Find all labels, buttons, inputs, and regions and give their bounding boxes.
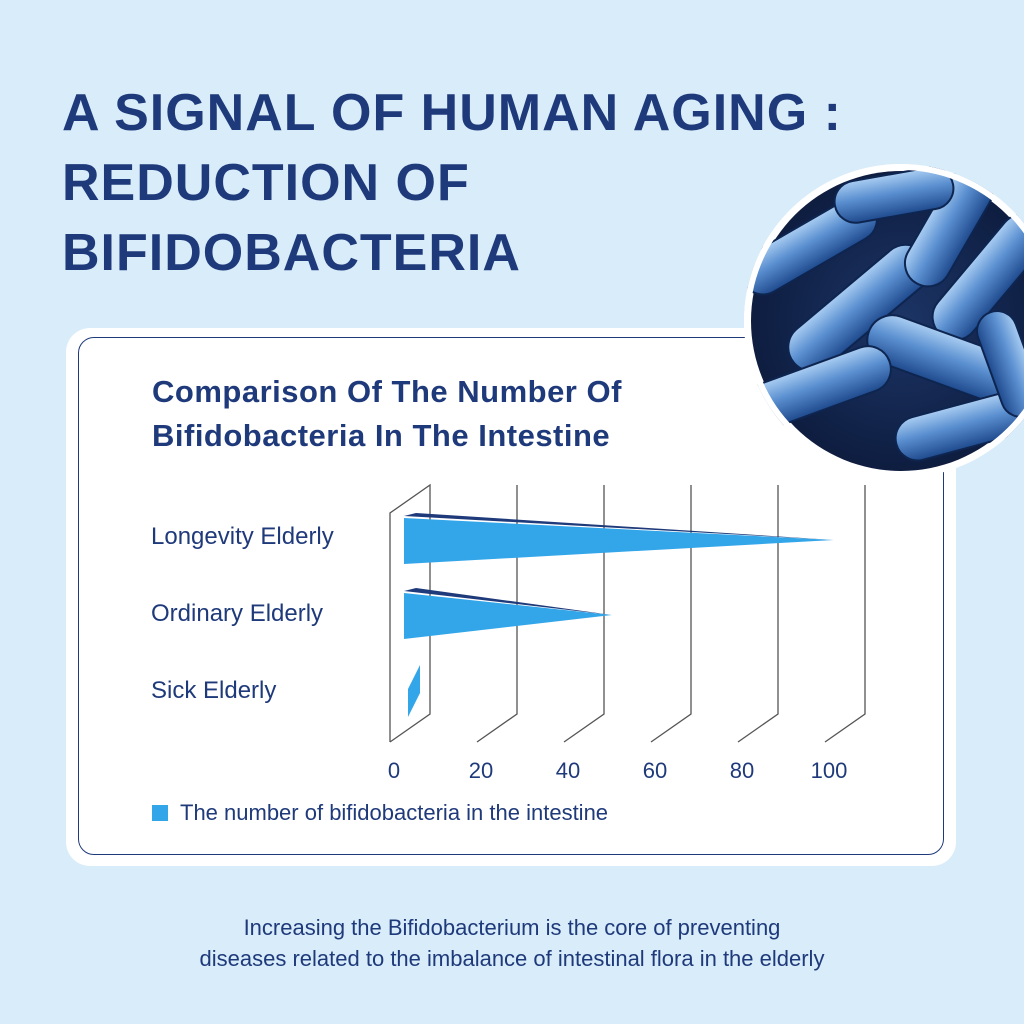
x-tick-label: 100 bbox=[810, 758, 848, 783]
x-tick-label: 40 bbox=[555, 758, 581, 783]
gridline bbox=[737, 485, 779, 743]
category-label-longevity: Longevity Elderly bbox=[151, 523, 334, 550]
category-label-sick: Sick Elderly bbox=[151, 677, 277, 704]
bacteria-photo bbox=[744, 164, 1024, 478]
bar-0 bbox=[404, 518, 834, 564]
headline: A SIGNAL OF HUMAN AGING : REDUCTION OF B… bbox=[62, 78, 962, 288]
chart-legend: The number of bifidobacteria in the inte… bbox=[152, 800, 608, 826]
footer-text: Increasing the Bifidobacterium is the co… bbox=[0, 912, 1024, 974]
x-tick-label: 60 bbox=[642, 758, 668, 783]
gridline bbox=[476, 485, 518, 743]
bar-2 bbox=[408, 665, 420, 717]
chart-title-line-1: Comparison Of The Number Of bbox=[152, 374, 622, 409]
headline-line-2: REDUCTION OF bbox=[62, 154, 470, 212]
gridline bbox=[650, 485, 692, 743]
bar-1 bbox=[404, 593, 612, 639]
category-label-ordinary: Ordinary Elderly bbox=[151, 600, 324, 627]
footer-line-1: Increasing the Bifidobacterium is the co… bbox=[243, 915, 781, 940]
headline-line-1: A SIGNAL OF HUMAN AGING : bbox=[62, 84, 842, 142]
bar-top-1 bbox=[404, 588, 612, 615]
x-tick-label: 20 bbox=[468, 758, 494, 783]
x-tick-label: 0 bbox=[387, 758, 401, 783]
legend-label: The number of bifidobacteria in the inte… bbox=[180, 800, 609, 825]
legend-swatch bbox=[152, 805, 168, 821]
chart-title-line-2: Bifidobacteria In The Intestine bbox=[152, 418, 611, 453]
axis-wall bbox=[389, 483, 431, 743]
x-tick-label: 80 bbox=[729, 758, 755, 783]
gridline bbox=[824, 485, 866, 743]
chart-title: Comparison Of The Number Of Bifidobacter… bbox=[152, 370, 752, 458]
bar-top-0 bbox=[404, 513, 834, 540]
gridline bbox=[563, 485, 605, 743]
bacteria-micrograph-image bbox=[744, 164, 1024, 478]
footer-line-2: diseases related to the imbalance of int… bbox=[199, 946, 825, 971]
headline-line-3: BIFIDOBACTERIA bbox=[62, 224, 521, 282]
